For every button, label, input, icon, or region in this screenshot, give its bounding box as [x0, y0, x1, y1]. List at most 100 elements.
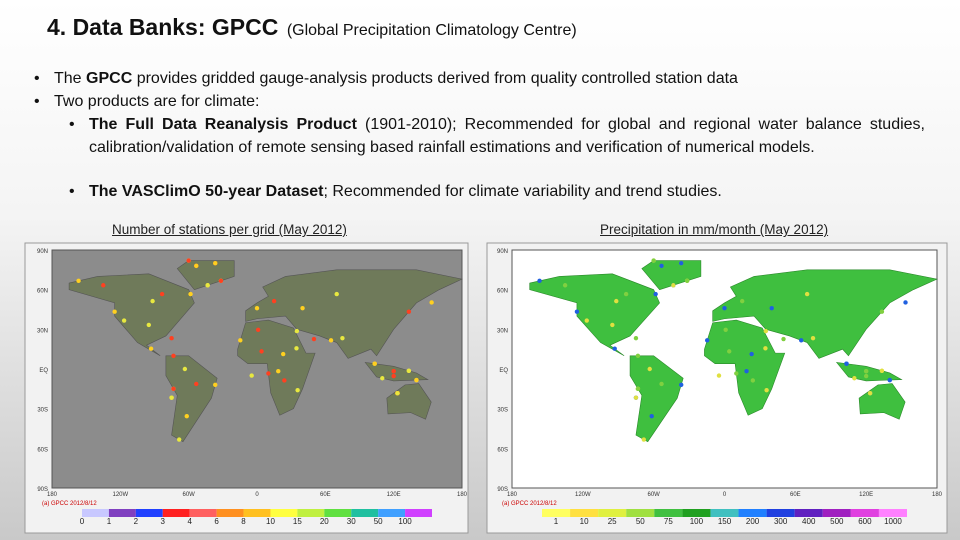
legend-swatch	[598, 509, 627, 517]
map-texture	[184, 413, 189, 419]
legend-label: 200	[746, 517, 760, 526]
text: (1901-2010); Recommended for global and …	[89, 116, 926, 156]
map-stamp: (a) GPCC 2012/8/12	[502, 501, 557, 507]
legend-label: 400	[802, 517, 816, 526]
map-lat-label: 60N	[497, 289, 508, 295]
legend-label: 30	[347, 517, 356, 526]
map-texture	[704, 338, 710, 343]
legend-swatch	[189, 509, 217, 517]
map-texture	[887, 377, 892, 383]
map-texture	[238, 338, 243, 343]
map-lon-label: 120W	[575, 492, 591, 498]
legend-swatch	[351, 509, 379, 517]
map-lon-label: 180	[457, 492, 468, 498]
legend-swatch	[626, 509, 655, 517]
legend-label: 100	[398, 517, 412, 526]
legend-swatch	[654, 509, 683, 517]
map-texture	[653, 291, 658, 297]
map-texture	[867, 391, 873, 396]
legend-label: 150	[718, 517, 732, 526]
map-texture	[749, 351, 754, 357]
map-texture	[799, 338, 804, 343]
map-texture	[372, 361, 377, 366]
title: 4. Data Banks: GPCC (Global Precipitatio…	[47, 14, 577, 41]
legend-label: 1000	[884, 517, 902, 526]
legend-swatch	[162, 509, 190, 517]
continent	[165, 355, 218, 443]
map-texture	[406, 309, 412, 314]
map-lat-label: EQ	[499, 368, 508, 374]
legend-label: 50	[636, 517, 645, 526]
bold-text: GPCC	[86, 70, 133, 87]
legend-swatch	[378, 509, 406, 517]
map-texture	[406, 368, 412, 373]
map-lon-label: 60E	[790, 492, 801, 498]
map-lat-label: 60S	[37, 447, 48, 453]
map-texture	[159, 291, 165, 297]
map-texture	[334, 291, 339, 297]
map-texture	[537, 278, 542, 284]
map-texture	[186, 258, 191, 263]
map-texture	[810, 335, 816, 341]
map-texture	[763, 346, 768, 351]
map-texture	[294, 346, 299, 351]
bullet: • The Full Data Reanalysis Product (1901-…	[69, 114, 926, 159]
map-texture	[623, 291, 629, 297]
map-lon-label: 120E	[859, 492, 873, 498]
legend-label: 50	[374, 517, 383, 526]
legend-label: 25	[608, 517, 617, 526]
map-texture	[659, 381, 664, 387]
map-texture	[295, 387, 300, 393]
legend-swatch	[82, 509, 109, 517]
map-texture	[647, 366, 652, 372]
map-stamp: (a) GPCC 2012/8/12	[42, 501, 97, 507]
map-texture	[744, 369, 749, 374]
map-texture	[671, 283, 676, 288]
map-texture	[182, 366, 188, 372]
continent	[704, 319, 786, 416]
map-lon-label: 180	[47, 492, 58, 498]
map-texture	[584, 318, 589, 323]
map-lat-label: 90N	[497, 249, 508, 255]
legend-swatch	[542, 509, 571, 517]
map-lat-label: 60N	[37, 289, 48, 295]
legend-label: 15	[293, 517, 302, 526]
map-texture	[635, 353, 641, 358]
map-texture	[218, 278, 224, 284]
map-lat-label: 30N	[37, 328, 48, 334]
legend-swatch	[243, 509, 271, 517]
text: The	[54, 70, 87, 87]
map-texture	[76, 278, 81, 284]
bold-text: The Full Data Reanalysis Product	[89, 116, 357, 133]
legend-label: 2	[134, 517, 139, 526]
legend-swatch	[324, 509, 352, 517]
map-texture	[121, 318, 127, 323]
continent	[641, 260, 702, 291]
legend-swatch	[850, 509, 879, 517]
map-texture	[727, 349, 732, 354]
map-texture	[722, 305, 727, 311]
map-texture	[852, 376, 857, 381]
bullet: • Two products are for climate:	[34, 91, 934, 114]
legend-swatch	[738, 509, 767, 517]
map-texture	[213, 382, 218, 388]
map-texture	[169, 395, 174, 400]
legend-swatch	[135, 509, 163, 517]
map-texture	[395, 391, 400, 396]
map-texture	[171, 353, 176, 358]
legend-label: 500	[830, 517, 844, 526]
legend-label: 0	[80, 517, 85, 526]
bullet-dot: •	[34, 70, 40, 87]
legend-swatch	[766, 509, 795, 517]
map-texture	[723, 327, 728, 332]
map-texture	[213, 261, 218, 266]
map-texture	[255, 327, 261, 332]
map-texture	[863, 373, 869, 379]
map-lat-label: 30N	[497, 328, 508, 334]
map-texture	[641, 437, 647, 442]
legend-label: 1	[554, 517, 559, 526]
map-texture	[844, 361, 849, 366]
map-texture	[764, 387, 769, 393]
map-lon-label: 120W	[112, 492, 128, 498]
